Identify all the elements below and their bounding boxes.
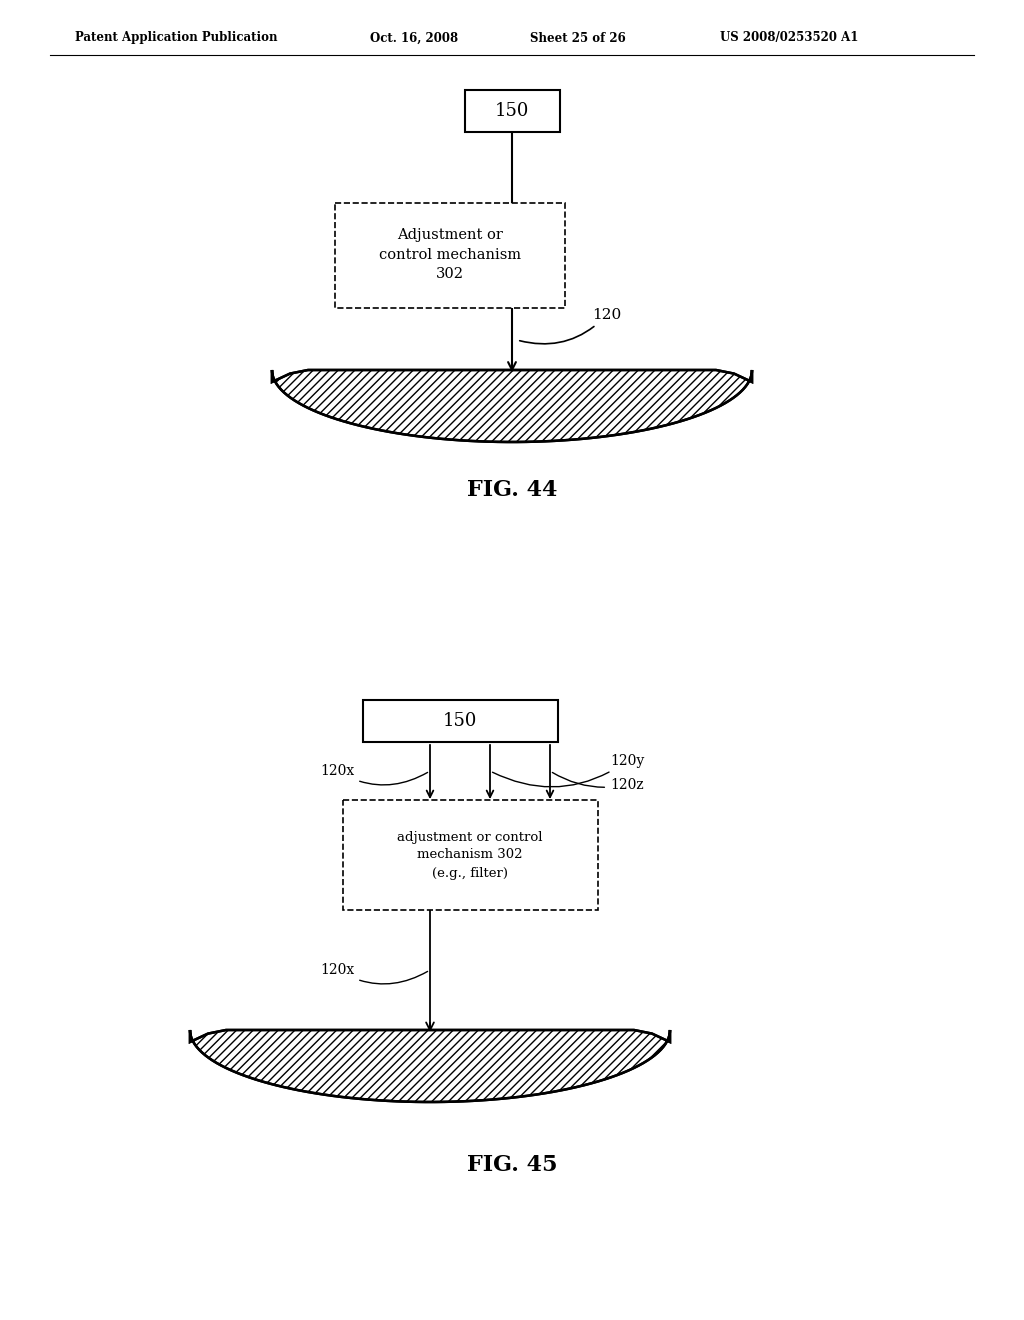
FancyBboxPatch shape — [465, 90, 559, 132]
Text: Patent Application Publication: Patent Application Publication — [75, 32, 278, 45]
Text: FIG. 44: FIG. 44 — [467, 479, 557, 502]
Polygon shape — [272, 370, 752, 442]
FancyBboxPatch shape — [342, 800, 597, 909]
Text: FIG. 45: FIG. 45 — [467, 1154, 557, 1176]
Text: 120y: 120y — [493, 754, 644, 787]
Text: Adjustment or
control mechanism
302: Adjustment or control mechanism 302 — [379, 228, 521, 281]
Text: 150: 150 — [495, 102, 529, 120]
Text: Oct. 16, 2008: Oct. 16, 2008 — [370, 32, 458, 45]
Text: Sheet 25 of 26: Sheet 25 of 26 — [530, 32, 626, 45]
Text: 150: 150 — [442, 711, 477, 730]
Text: 120: 120 — [520, 308, 622, 343]
Text: 120x: 120x — [319, 964, 428, 983]
Text: 120x: 120x — [319, 764, 428, 785]
Text: US 2008/0253520 A1: US 2008/0253520 A1 — [720, 32, 858, 45]
FancyBboxPatch shape — [335, 202, 565, 308]
Text: adjustment or control
mechanism 302
(e.g., filter): adjustment or control mechanism 302 (e.g… — [397, 830, 543, 879]
Polygon shape — [190, 1030, 670, 1102]
Text: 120z: 120z — [552, 772, 644, 792]
FancyBboxPatch shape — [362, 700, 557, 742]
